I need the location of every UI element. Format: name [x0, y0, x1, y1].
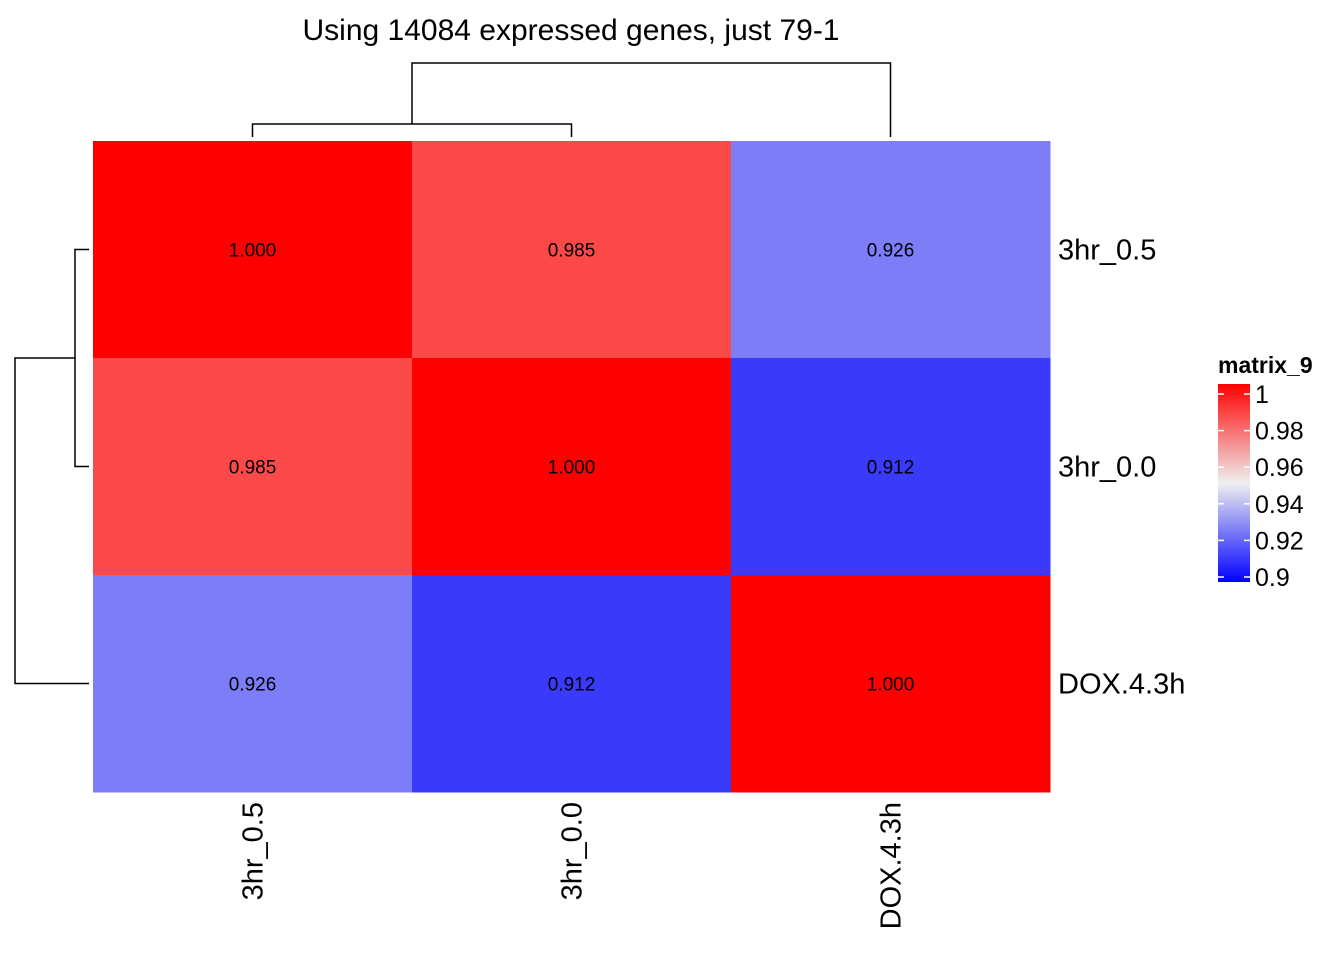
legend-title: matrix_9: [1218, 352, 1313, 378]
legend-tick-label: 1: [1255, 381, 1269, 409]
dendrogram-branch: [14, 357, 89, 685]
column-labels: 3hr_0.5 3hr_0.0 DOX.4.3h: [238, 802, 908, 929]
legend-ticks: 1 0.98 0.96 0.94 0.92 0.9: [1218, 381, 1304, 592]
legend-color-bar: [1218, 384, 1250, 582]
heatmap-cell: [731, 358, 1051, 576]
column-dendrogram: [251, 62, 892, 137]
column-label: 3hr_0.0: [557, 802, 589, 900]
chart-title: Using 14084 expressed genes, just 79-1: [302, 14, 839, 47]
dendrogram-branch: [251, 123, 573, 137]
row-label: 3hr_0.0: [1058, 452, 1156, 484]
heatmap-cell: [93, 141, 413, 359]
cell-value-label: 0.912: [867, 458, 915, 479]
cell-value-label: 0.985: [548, 241, 596, 262]
cell-value-label: 1.000: [548, 458, 596, 479]
legend-tick-label: 0.94: [1255, 491, 1304, 519]
heatmap-cell: [412, 575, 732, 793]
cell-value-label: 1.000: [229, 241, 277, 262]
heatmap-cell: [412, 141, 732, 359]
row-label: 3hr_0.5: [1058, 235, 1156, 267]
heatmap-cell: [93, 575, 413, 793]
heatmap-cell: [731, 141, 1051, 359]
cell-value-label: 1.000: [867, 675, 915, 696]
heatmap-cells: [93, 141, 1051, 793]
legend-tick-label: 0.96: [1255, 454, 1304, 482]
legend-tick-label: 0.92: [1255, 527, 1304, 555]
column-label: 3hr_0.5: [238, 802, 270, 900]
cell-value-label: 0.926: [867, 241, 915, 262]
heatmap-cell: [731, 575, 1051, 793]
row-dendrogram: [14, 248, 89, 685]
heatmap-cell: [93, 358, 413, 576]
color-legend: matrix_9 1 0.98 0.96 0.94 0.92 0.9: [1218, 352, 1313, 592]
heatmap-cell-labels: 1.000 0.985 0.926 0.985 1.000 0.912 0.926 0.912…: [229, 241, 915, 696]
legend-tick-label: 0.9: [1255, 564, 1290, 592]
dendrogram-branch: [74, 248, 89, 468]
row-label: DOX.4.3h: [1058, 669, 1185, 701]
cell-value-label: 0.912: [548, 675, 596, 696]
dendrogram-branch: [411, 62, 892, 137]
row-labels: 3hr_0.5 3hr_0.0 DOX.4.3h: [1058, 235, 1185, 701]
cell-value-label: 0.985: [229, 458, 277, 479]
heatmap-cell: [412, 358, 732, 576]
legend-tick-label: 0.98: [1255, 418, 1304, 446]
column-label: DOX.4.3h: [876, 802, 908, 929]
cell-value-label: 0.926: [229, 675, 277, 696]
